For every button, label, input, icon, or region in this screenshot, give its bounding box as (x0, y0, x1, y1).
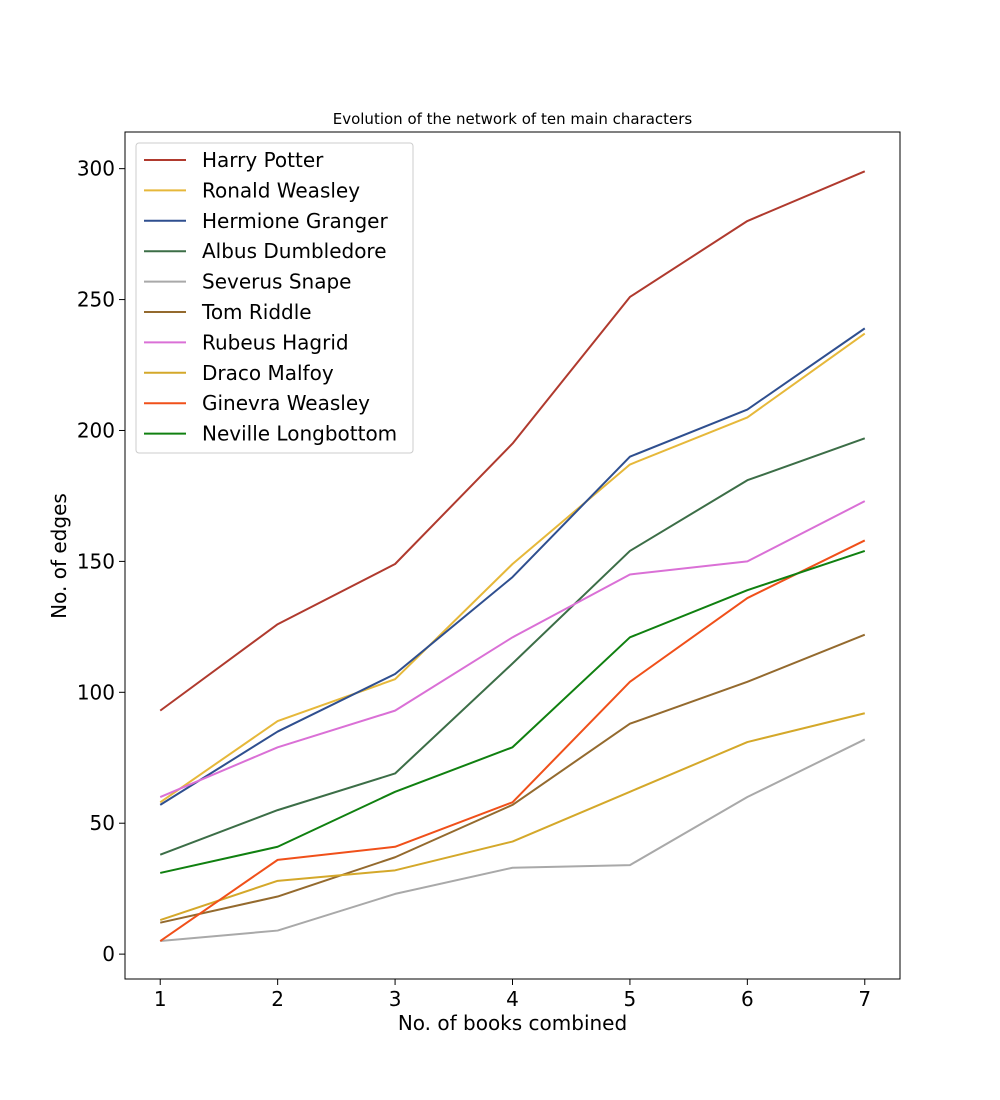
legend-label-0: Harry Potter (202, 148, 324, 172)
legend-label-6: Rubeus Hagrid (202, 330, 349, 354)
y-tick-label: 150 (77, 549, 115, 573)
y-tick-label: 200 (77, 418, 115, 442)
x-tick-label: 4 (506, 987, 519, 1011)
series-line-0 (159, 170, 866, 712)
x-tick-label: 2 (271, 987, 284, 1011)
legend-label-8: Ginevra Weasley (202, 391, 370, 415)
legend-label-1: Ronald Weasley (202, 178, 360, 202)
y-axis-label: No. of edges (47, 493, 71, 619)
series-line-5 (160, 633, 866, 924)
y-tick-label: 0 (102, 942, 115, 966)
x-tick-label: 3 (389, 987, 402, 1011)
legend-label-2: Hermione Granger (202, 209, 388, 233)
legend-label-9: Neville Longbottom (202, 422, 397, 446)
legend-label-5: Tom Riddle (201, 300, 312, 324)
legend-label-7: Draco Malfoy (202, 361, 334, 385)
series-line-7 (159, 712, 866, 922)
x-tick-label: 5 (624, 987, 637, 1011)
series-line-3 (159, 437, 866, 856)
x-tick-label: 1 (154, 987, 167, 1011)
legend-box (135, 142, 414, 454)
series-line-1 (159, 332, 866, 804)
x-axis-ticks: 1 2 3 4 5 6 7 (154, 979, 871, 1011)
y-tick-label: 50 (90, 811, 115, 835)
series-line-4 (160, 738, 866, 943)
legend-label-3: Albus Dumbledore (202, 239, 387, 263)
x-axis-label: No. of books combined (398, 1011, 627, 1035)
x-tick-label: 7 (858, 987, 871, 1011)
series-line-9 (160, 549, 866, 874)
legend-label-4: Severus Snape (202, 270, 351, 294)
series-line-8 (159, 539, 866, 942)
series-line-2 (159, 327, 866, 806)
plot-lines (159, 170, 866, 943)
chart-title: Evolution of the network of ten main cha… (333, 110, 693, 128)
legend: Harry Potter Ronald Weasley Hermione Grang… (135, 142, 414, 454)
x-tick-label: 6 (741, 987, 754, 1011)
y-tick-label: 300 (77, 157, 115, 181)
y-axis-ticks: 0 50 100 150 200 250 300 (77, 157, 125, 966)
y-tick-label: 100 (77, 680, 115, 704)
series-line-6 (159, 500, 866, 798)
y-tick-label: 250 (77, 288, 115, 312)
